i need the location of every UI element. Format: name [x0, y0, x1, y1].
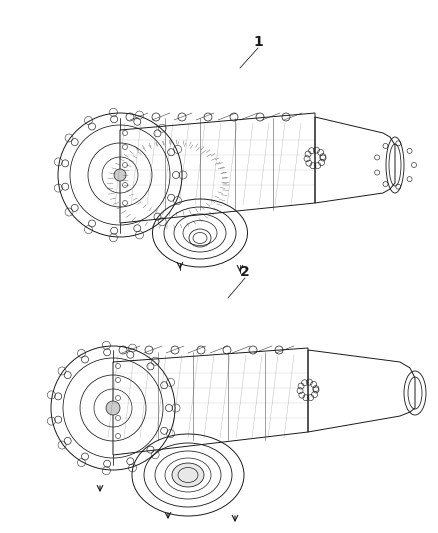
Circle shape — [106, 401, 120, 415]
Text: 1: 1 — [253, 35, 263, 49]
Ellipse shape — [172, 463, 204, 487]
Circle shape — [114, 169, 126, 181]
Text: 2: 2 — [240, 265, 250, 279]
